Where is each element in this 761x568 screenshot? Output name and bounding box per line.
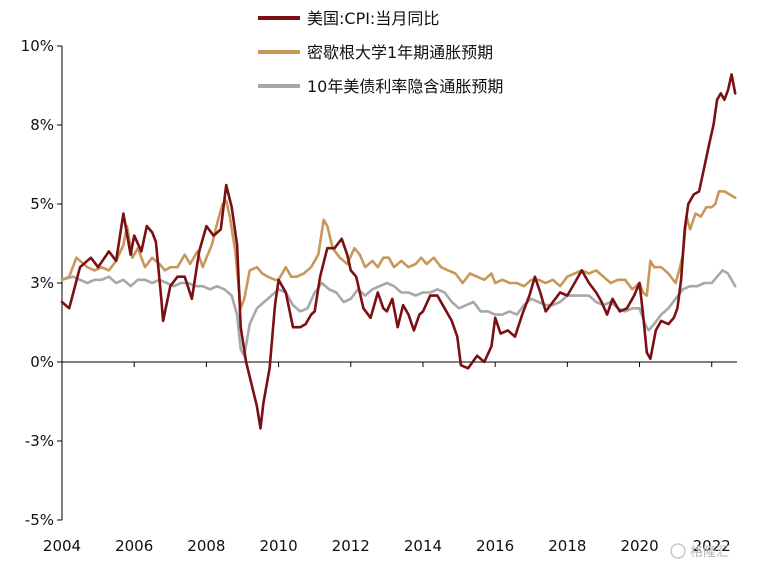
legend-label-cpi: 美国:CPI:当月同比 bbox=[307, 9, 439, 28]
x-tick-label: 2014 bbox=[404, 537, 442, 555]
watermark-text: 格隆汇 bbox=[690, 544, 729, 560]
legend-label-michigan: 密歇根大学1年期通胀预期 bbox=[307, 43, 493, 62]
watermark-logo-icon bbox=[670, 543, 686, 559]
x-tick-label: 2016 bbox=[476, 537, 514, 555]
plot-lines bbox=[60, 73, 737, 430]
legend-label-breakeven: 10年美债利率隐含通胀预期 bbox=[307, 77, 503, 96]
x-tick-label: 2008 bbox=[187, 537, 225, 555]
series-line-breakeven bbox=[60, 269, 737, 357]
y-tick-label: 5% bbox=[30, 195, 54, 213]
x-tick-label: 2004 bbox=[43, 537, 81, 555]
series-line-cpi bbox=[60, 73, 737, 430]
x-tick-label: 2012 bbox=[332, 537, 370, 555]
y-axis: 10% 8% 5% 3% 0% -3% -5% bbox=[21, 37, 63, 529]
y-tick-label: 8% bbox=[30, 116, 54, 134]
x-tick-label: 2022 bbox=[693, 537, 731, 555]
x-tick-label: 2020 bbox=[620, 537, 658, 555]
x-tick-label: 2010 bbox=[259, 537, 297, 555]
y-tick-label: -5% bbox=[25, 511, 54, 529]
x-axis: 2004 2006 2008 2010 2012 2014 2016 2018 2020 2022 bbox=[43, 361, 737, 555]
y-tick-label: 10% bbox=[21, 37, 54, 55]
y-tick-label: 3% bbox=[30, 274, 54, 292]
x-tick-label: 2018 bbox=[548, 537, 586, 555]
x-tick-label: 2006 bbox=[115, 537, 153, 555]
y-tick-label: -3% bbox=[25, 432, 54, 450]
series-line-michigan bbox=[60, 190, 737, 310]
watermark: 格隆汇 bbox=[670, 543, 729, 560]
y-tick-label: 0% bbox=[30, 353, 54, 371]
